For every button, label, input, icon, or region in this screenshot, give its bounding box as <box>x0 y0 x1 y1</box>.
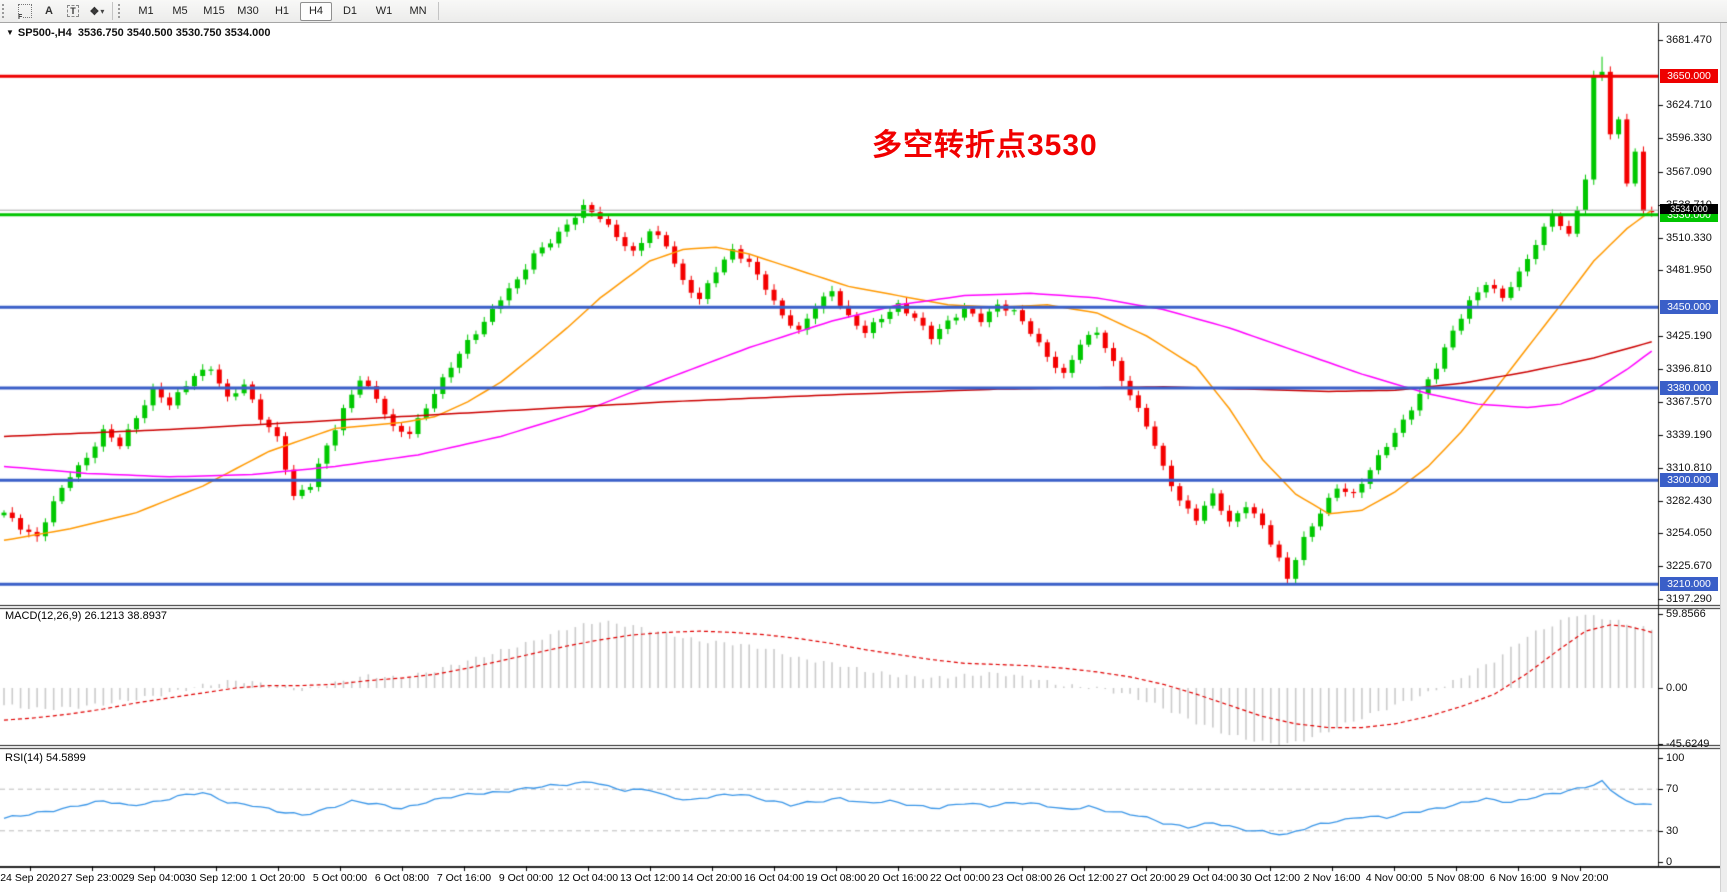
timeframe-button-m30[interactable]: M30 <box>237 4 259 17</box>
window-edge-strip <box>1720 0 1727 892</box>
date-label: 1 Oct 20:00 <box>250 872 306 884</box>
date-label: 24 Sep 2020 <box>0 872 60 884</box>
date-label: 5 Nov 08:00 <box>1427 872 1485 884</box>
macd-axis-label: 0.00 <box>1666 682 1688 694</box>
price-tick-label: 3567.090 <box>1666 166 1712 178</box>
date-label: 12 Oct 04:00 <box>557 872 619 884</box>
hline-price-badge-3380: 3380.000 <box>1660 380 1718 395</box>
date-label: 4 Nov 00:00 <box>1365 872 1423 884</box>
shapes-tool-icon[interactable]: ❖ ▾ <box>89 5 105 18</box>
date-label: 6 Oct 08:00 <box>374 872 430 884</box>
date-label: 16 Oct 04:00 <box>743 872 805 884</box>
date-label: 19 Oct 08:00 <box>805 872 867 884</box>
chart-grid-tool-icon[interactable]: F <box>13 1 37 21</box>
toolbar-separator <box>112 2 113 20</box>
price-tick-label: 3225.670 <box>1666 560 1712 573</box>
date-label: 30 Oct 12:00 <box>1239 872 1301 884</box>
timeframe-button-group: M1 M5 M15 M30 H1 H4 D1 W1 MN <box>129 1 435 21</box>
timeframe-button-mn[interactable]: MN <box>409 4 427 17</box>
hline-price-badge-3300: 3300.000 <box>1660 473 1718 488</box>
price-tick-label: 3339.190 <box>1666 429 1712 442</box>
price-tick-label: 3596.330 <box>1666 132 1712 145</box>
hline-price-badge-3210: 3210.000 <box>1660 577 1718 592</box>
macd-axis-label: 59.8566 <box>1666 608 1706 621</box>
price-tick-label: 3481.950 <box>1666 264 1712 277</box>
date-label: 27 Oct 20:00 <box>1115 872 1177 884</box>
toolbar-grip[interactable] <box>2 4 9 18</box>
timeframe-button-m15[interactable]: M15 <box>203 4 225 17</box>
date-label: 2 Nov 16:00 <box>1303 872 1361 884</box>
chart-annotation-text[interactable]: 多空转折点3530 <box>872 129 1098 162</box>
macd-axis-label: -45.6249 <box>1666 738 1710 751</box>
date-label: 26 Oct 12:00 <box>1053 872 1115 884</box>
timeframe-button-h1[interactable]: H1 <box>274 4 290 17</box>
symbol-ohlc-text: SP500-,H4 3536.750 3540.500 3530.750 353… <box>17 27 271 39</box>
toolbar-separator <box>438 2 439 20</box>
date-label: 9 Nov 20:00 <box>1551 872 1609 884</box>
top-toolbar: F A T ❖ ▾ M1 M5 M15 M30 H1 H4 D1 W1 MN <box>0 0 1727 23</box>
date-label: 5 Oct 00:00 <box>312 872 368 884</box>
rsi-axis-label: 30 <box>1666 824 1679 837</box>
price-tick-label: 3624.710 <box>1666 99 1712 112</box>
timeframe-button-d1[interactable]: D1 <box>342 4 358 17</box>
price-tick-label: 3282.430 <box>1666 494 1712 507</box>
price-tick-label: 3197.290 <box>1666 592 1712 605</box>
date-label: 29 Sep 04:00 <box>122 872 186 884</box>
date-label: 7 Oct 16:00 <box>436 872 492 884</box>
price-tick-label: 3396.810 <box>1666 362 1712 375</box>
label-tool-icon[interactable]: T <box>61 1 85 21</box>
date-label: 20 Oct 16:00 <box>867 872 929 884</box>
date-label: 30 Sep 12:00 <box>184 872 248 884</box>
date-label: 9 Oct 00:00 <box>498 872 554 884</box>
toolbar-grip[interactable] <box>118 4 125 18</box>
rsi-axis-label: 70 <box>1666 783 1679 796</box>
price-tick-label: 3681.470 <box>1666 33 1712 46</box>
date-label: 22 Oct 00:00 <box>929 872 991 884</box>
price-tick-label: 3425.190 <box>1666 329 1712 342</box>
hline-price-badge-3650: 3650.000 <box>1660 69 1718 84</box>
hline-price-badge-3450: 3450.000 <box>1660 300 1718 315</box>
timeframe-button-m1[interactable]: M1 <box>138 4 154 17</box>
rsi-axis-label: 0 <box>1666 856 1673 868</box>
macd-indicator-label: MACD(12,26,9) 26.1213 38.8937 <box>5 610 168 622</box>
price-tick-label: 3367.570 <box>1666 396 1712 409</box>
rsi-axis-label: 100 <box>1666 752 1685 764</box>
rsi-indicator-label: RSI(14) 54.5899 <box>5 752 86 764</box>
date-label: 27 Sep 23:00 <box>60 872 124 884</box>
price-tick-label: 3254.050 <box>1666 527 1712 540</box>
timeframe-button-h4[interactable]: H4 <box>300 1 332 21</box>
date-label: 23 Oct 08:00 <box>991 872 1053 884</box>
price-tick-label: 3510.330 <box>1666 231 1712 244</box>
date-label: 6 Nov 16:00 <box>1489 872 1547 884</box>
timeframe-button-w1[interactable]: W1 <box>375 4 393 17</box>
symbol-dropdown-icon[interactable]: ▼ <box>6 28 14 37</box>
price-tick-label: 3310.810 <box>1666 461 1712 474</box>
date-label: 13 Oct 12:00 <box>619 872 681 884</box>
date-label: 14 Oct 20:00 <box>681 872 743 884</box>
text-tool-icon[interactable]: A <box>45 5 53 17</box>
current-price-badge: 3534.000 <box>1660 204 1718 215</box>
chart-symbol-title[interactable]: ▼ SP500-,H4 3536.750 3540.500 3530.750 35… <box>6 27 271 39</box>
chevron-down-icon: ▾ <box>100 6 105 16</box>
date-label: 29 Oct 04:00 <box>1177 872 1239 884</box>
timeframe-button-m5[interactable]: M5 <box>172 4 188 17</box>
